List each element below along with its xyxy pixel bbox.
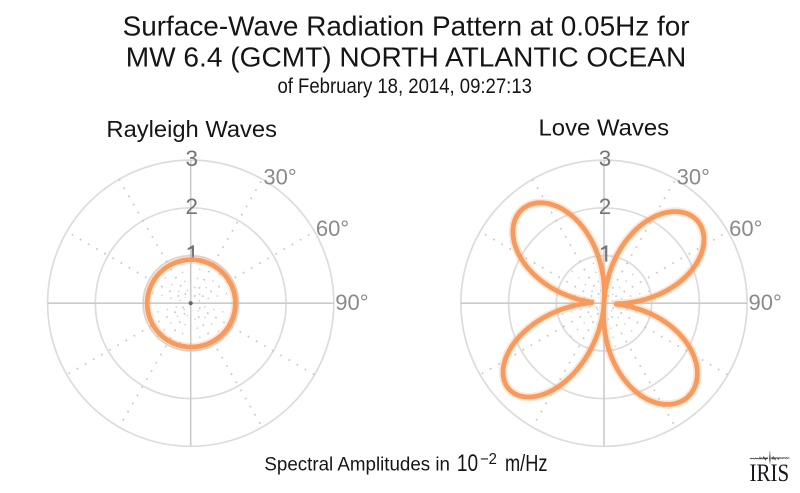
svg-text:−2: −2 — [480, 451, 497, 468]
svg-text:Rayleigh Waves: Rayleigh Waves — [106, 116, 277, 142]
svg-text:Spectral Amplitudes in: Spectral Amplitudes in — [264, 453, 450, 475]
svg-text:of February 18, 2014, 09:27:13: of February 18, 2014, 09:27:13 — [277, 75, 532, 98]
svg-text:90°: 90° — [335, 290, 368, 315]
svg-text:IRIS: IRIS — [750, 458, 790, 487]
svg-text:60°: 60° — [729, 216, 762, 241]
svg-text:3: 3 — [185, 146, 198, 171]
svg-text:Love Waves: Love Waves — [539, 115, 670, 141]
svg-text:2: 2 — [185, 194, 198, 219]
svg-text:Surface-Wave Radiation Pattern: Surface-Wave Radiation Pattern at 0.05Hz… — [123, 11, 690, 42]
svg-text:2: 2 — [599, 194, 612, 219]
svg-text:10: 10 — [457, 450, 478, 477]
svg-text:30°: 30° — [263, 165, 296, 190]
svg-text:60°: 60° — [316, 216, 349, 241]
svg-text:m/Hz: m/Hz — [505, 450, 548, 476]
svg-text:30°: 30° — [677, 165, 710, 190]
svg-text:3: 3 — [599, 146, 612, 171]
svg-text:MW 6.4 (GCMT) NORTH ATLANTIC O: MW 6.4 (GCMT) NORTH ATLANTIC OCEAN — [126, 42, 687, 73]
svg-text:90°: 90° — [749, 290, 782, 315]
